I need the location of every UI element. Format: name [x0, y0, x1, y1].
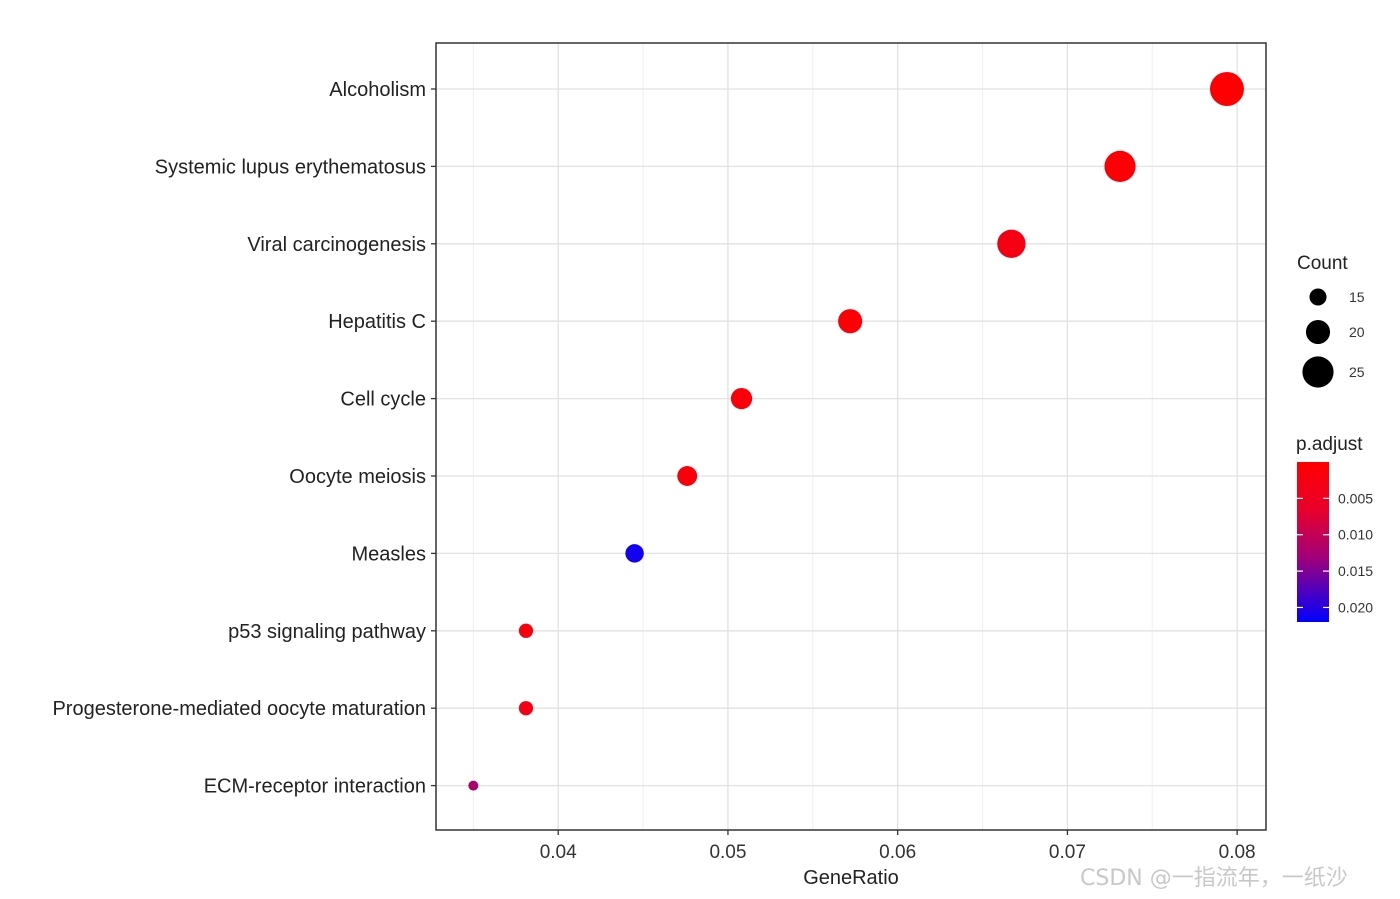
x-tick-label: 0.07 — [1049, 842, 1086, 863]
x-axis-ticks: 0.04 0.05 0.06 0.07 0.08 — [540, 830, 1256, 863]
y-axis-labels: Alcoholism Systemic lupus erythematosus Vi… — [52, 79, 436, 798]
y-tick-label: Viral carcinogenesis — [247, 234, 426, 256]
y-tick-label: Measles — [352, 543, 426, 565]
size-legend-label: 20 — [1349, 324, 1365, 340]
x-tick-label: 0.04 — [540, 842, 577, 863]
grid — [436, 43, 1266, 830]
x-tick-label: 0.06 — [879, 842, 916, 863]
size-legend-dot — [1302, 356, 1334, 388]
data-point — [1104, 150, 1136, 182]
y-tick-label: Hepatitis C — [328, 311, 426, 333]
data-point — [468, 780, 479, 791]
x-tick-label: 0.08 — [1219, 842, 1256, 863]
color-legend-label: 0.010 — [1338, 527, 1373, 543]
y-tick-label: Progesterone-mediated oocyte maturation — [52, 698, 426, 720]
data-point — [518, 623, 534, 638]
size-legend-label: 15 — [1349, 289, 1365, 305]
y-tick-label: ECM-receptor interaction — [204, 776, 426, 798]
data-point — [677, 466, 698, 486]
size-legend-label: 25 — [1349, 364, 1365, 380]
y-tick-label: Systemic lupus erythematosus — [155, 156, 426, 178]
y-tick-label: Cell cycle — [340, 389, 426, 411]
x-tick-label: 0.05 — [709, 842, 746, 863]
size-legend-title: Count — [1297, 253, 1348, 274]
size-legend-dot — [1309, 288, 1327, 306]
color-legend-label: 0.015 — [1338, 563, 1373, 579]
color-legend-label: 0.005 — [1338, 490, 1373, 506]
y-tick-label: Alcoholism — [329, 79, 426, 101]
color-legend: p.adjust 0.005 0.010 0.015 0.020 — [1296, 434, 1373, 622]
color-legend-bar — [1297, 462, 1329, 622]
color-legend-title: p.adjust — [1296, 434, 1363, 455]
color-legend-ticks: 0.005 0.010 0.015 0.020 — [1297, 490, 1373, 615]
data-point — [838, 309, 863, 334]
size-legend-items: 15 20 25 — [1302, 288, 1365, 388]
data-point — [997, 229, 1026, 258]
size-legend-dot — [1305, 319, 1331, 345]
data-point — [1209, 72, 1244, 106]
data-point — [518, 701, 534, 716]
y-tick-label: Oocyte meiosis — [289, 466, 426, 488]
data-point — [625, 544, 644, 563]
data-points — [468, 72, 1244, 791]
watermark: CSDN @一指流年，一纸沙 — [1080, 866, 1348, 891]
size-legend: Count 15 20 25 — [1297, 253, 1365, 388]
plot-panel — [435, 42, 1267, 831]
data-point — [730, 387, 753, 410]
x-axis-title: GeneRatio — [803, 867, 899, 889]
y-tick-label: p53 signaling pathway — [228, 621, 426, 643]
color-legend-label: 0.020 — [1338, 599, 1373, 615]
